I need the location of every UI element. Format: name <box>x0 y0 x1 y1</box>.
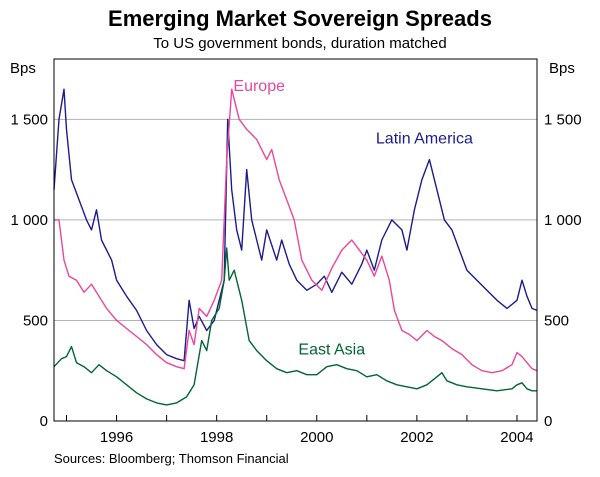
y-tick-left-500: 500 <box>23 312 48 329</box>
plot-frame <box>53 58 538 422</box>
series-lines <box>53 88 538 406</box>
series-label-east-asia: East Asia <box>298 342 365 359</box>
series-label-latin-america: Latin America <box>376 130 473 147</box>
y-tick-left-0: 0 <box>40 413 48 430</box>
series-labels: Europe Latin America East Asia <box>233 78 473 358</box>
grid-lines <box>54 118 537 321</box>
x-tick-2002: 2002 <box>400 429 433 446</box>
x-tick-1998: 1998 <box>200 429 233 446</box>
series-line-europe <box>54 88 538 374</box>
chart-subtitle: To US government bonds, duration matched <box>153 35 447 52</box>
y-tick-left-1500: 1 500 <box>10 111 48 128</box>
y-tick-right-0: 0 <box>544 413 552 430</box>
y-tick-right-500: 500 <box>544 312 569 329</box>
series-line-east-asia <box>53 247 537 406</box>
y-axis-unit-left: Bps <box>10 60 36 77</box>
series-label-europe: Europe <box>233 78 285 95</box>
y-tick-right-1500: 1 500 <box>544 111 582 128</box>
y-tick-left-1000: 1 000 <box>10 212 48 229</box>
chart-title: Emerging Market Sovereign Spreads <box>108 6 492 31</box>
source-note: Sources: Bloomberg; Thomson Financial <box>54 451 289 466</box>
x-tick-1996: 1996 <box>100 429 133 446</box>
x-tick-2004: 2004 <box>500 429 533 446</box>
y-axis-unit-right: Bps <box>549 60 575 77</box>
x-tick-2000: 2000 <box>300 429 333 446</box>
y-tick-right-1000: 1 000 <box>544 212 582 229</box>
axis-ticks: 0 0 500 500 1 000 1 000 1 500 1 500 1996 1998 2000… <box>10 111 581 446</box>
series-line-latin-america <box>53 88 538 362</box>
